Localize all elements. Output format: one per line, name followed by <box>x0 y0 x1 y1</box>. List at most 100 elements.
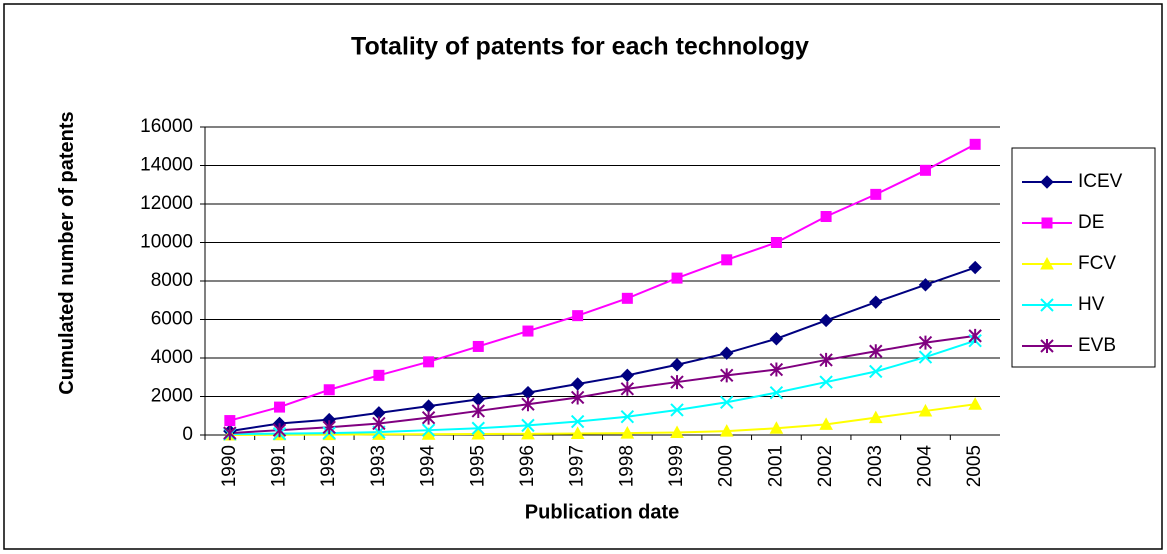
y-axis-label: Cumulated number of patents <box>56 111 78 395</box>
marker <box>820 211 832 223</box>
marker <box>819 352 833 367</box>
y-tick-label: 6000 <box>151 309 193 330</box>
x-tick-label: 2003 <box>865 445 886 487</box>
marker <box>223 426 237 441</box>
marker <box>918 278 933 292</box>
marker <box>918 335 933 350</box>
chart-title: Totality of patents for each technology <box>351 33 809 61</box>
x-tick-label: 2000 <box>716 445 737 487</box>
marker <box>670 375 684 390</box>
legend-label: FCV <box>1078 253 1116 274</box>
x-tick-label: 1993 <box>368 445 389 487</box>
y-tick-label: 10000 <box>140 232 193 253</box>
x-axis-label: Publication date <box>525 501 679 523</box>
x-tick-label: 2005 <box>964 445 985 487</box>
marker <box>869 344 883 359</box>
marker <box>720 395 734 409</box>
marker <box>570 390 585 405</box>
marker <box>620 381 635 396</box>
marker <box>969 138 981 150</box>
marker <box>274 401 286 413</box>
marker <box>918 350 933 364</box>
marker <box>272 423 287 438</box>
marker <box>968 397 982 410</box>
marker <box>1041 217 1053 229</box>
marker <box>471 403 485 418</box>
marker <box>721 254 733 266</box>
series-line <box>229 334 976 435</box>
legend-label: ICEV <box>1078 171 1123 192</box>
series-line <box>229 266 976 433</box>
marker <box>621 292 633 304</box>
legend-label: DE <box>1078 212 1104 233</box>
x-tick-label: 1994 <box>418 445 439 488</box>
y-tick-label: 2000 <box>151 386 193 407</box>
marker <box>372 416 386 431</box>
legend-label: EVB <box>1078 335 1116 356</box>
marker <box>769 332 784 346</box>
x-tick-label: 2004 <box>914 445 935 488</box>
marker <box>322 420 336 435</box>
series-line <box>229 403 976 436</box>
marker <box>968 260 982 275</box>
y-tick-label: 0 <box>182 424 193 445</box>
marker <box>620 410 635 424</box>
marker <box>918 403 933 417</box>
x-tick-label: 2001 <box>765 445 786 487</box>
marker <box>670 358 684 372</box>
y-tick-label: 8000 <box>151 270 193 291</box>
marker <box>521 426 535 440</box>
legend-label: HV <box>1078 294 1105 315</box>
marker <box>769 385 784 400</box>
series-line <box>229 339 976 436</box>
marker <box>819 375 833 389</box>
marker <box>570 426 585 439</box>
marker <box>1040 175 1054 189</box>
marker <box>869 295 883 309</box>
marker <box>719 424 734 437</box>
marker <box>521 418 535 433</box>
x-tick-label: 2002 <box>815 445 836 487</box>
marker <box>869 364 883 379</box>
x-tick-label: 1996 <box>517 445 538 487</box>
marker <box>421 410 436 425</box>
y-tick-label: 12000 <box>140 193 193 214</box>
marker <box>373 369 385 381</box>
y-tick-label: 4000 <box>151 347 193 368</box>
y-tick-label: 16000 <box>140 116 193 137</box>
marker <box>968 328 982 343</box>
marker <box>919 164 931 176</box>
legend-box <box>1011 147 1156 368</box>
marker <box>570 377 585 391</box>
x-tick-label: 1999 <box>666 445 687 487</box>
x-tick-label: 1995 <box>467 445 488 487</box>
marker <box>1040 339 1054 353</box>
marker <box>769 421 784 434</box>
marker <box>870 188 882 200</box>
marker <box>620 368 635 383</box>
x-tick-label: 1998 <box>616 445 637 487</box>
marker <box>521 397 535 412</box>
marker <box>323 384 335 396</box>
marker <box>224 415 236 427</box>
marker <box>670 403 684 417</box>
marker <box>472 340 484 352</box>
marker <box>819 313 833 328</box>
marker <box>471 426 486 440</box>
marker <box>770 237 782 248</box>
marker <box>720 368 734 383</box>
marker <box>671 272 683 284</box>
x-tick-label: 1992 <box>318 445 339 487</box>
marker <box>868 410 883 424</box>
marker <box>522 325 534 337</box>
marker <box>570 414 585 429</box>
marker <box>471 421 485 435</box>
y-tick-label: 14000 <box>140 155 193 176</box>
marker <box>620 426 635 439</box>
x-tick-label: 1990 <box>219 445 240 487</box>
marker <box>819 417 833 430</box>
marker <box>720 346 734 360</box>
marker <box>769 362 784 377</box>
